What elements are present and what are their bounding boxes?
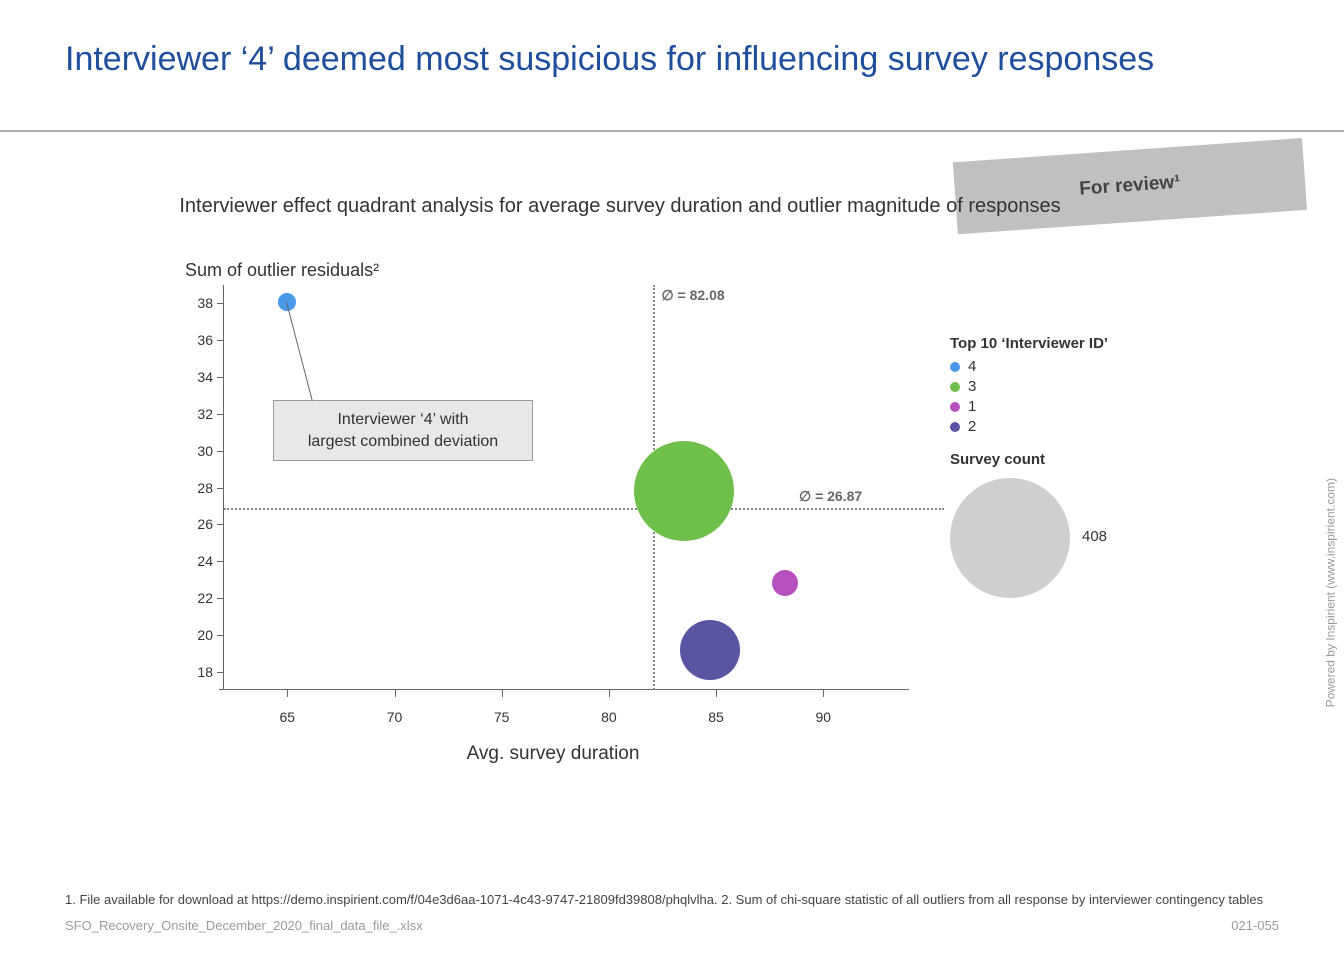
legend: Top 10 ‘Interviewer ID’ 4 3 1 2 Survey coun… — [950, 335, 1170, 598]
legend-item: 4 — [950, 358, 1170, 375]
y-tick — [217, 524, 224, 525]
ref-line-horizontal-label: ∅ = 26.87 — [799, 488, 862, 505]
bubble-interviewer-3 — [634, 441, 734, 541]
x-tick-label: 85 — [708, 709, 724, 725]
y-axis-title: Sum of outlier residuals² — [185, 260, 379, 281]
legend-label: 2 — [968, 418, 976, 435]
legend-label: 3 — [968, 378, 976, 395]
x-axis-line — [219, 689, 909, 690]
y-tick — [217, 672, 224, 673]
y-tick — [217, 377, 224, 378]
y-tick-label: 20 — [181, 627, 213, 643]
legend-dot — [950, 422, 960, 432]
x-tick — [395, 690, 396, 697]
legend-size-title: Survey count — [950, 451, 1170, 468]
chart-title: Interviewer effect quadrant analysis for… — [170, 192, 1070, 220]
ref-line-horizontal — [224, 508, 944, 510]
y-tick — [217, 561, 224, 562]
y-tick — [217, 598, 224, 599]
y-tick-label: 28 — [181, 480, 213, 496]
legend-size-value: 408 — [1082, 528, 1107, 545]
callout-box: Interviewer ‘4’ withlargest combined dev… — [273, 400, 533, 461]
legend-size: Survey count 408 — [950, 451, 1170, 598]
footnote: 1. File available for download at https:… — [65, 891, 1265, 909]
bubble-chart: Avg. survey duration 1820222426283032343… — [183, 285, 923, 705]
y-tick-label: 38 — [181, 295, 213, 311]
source-file: SFO_Recovery_Onsite_December_2020_final_… — [65, 918, 423, 933]
y-tick — [217, 303, 224, 304]
legend-item: 2 — [950, 418, 1170, 435]
callout-leader — [286, 302, 313, 401]
x-tick — [716, 690, 717, 697]
y-tick-label: 26 — [181, 516, 213, 532]
ref-line-vertical-label: ∅ = 82.08 — [661, 287, 724, 304]
review-stamp-label: For review¹ — [1079, 172, 1182, 201]
legend-label: 1 — [968, 398, 976, 415]
title-rule — [0, 130, 1344, 132]
legend-dot — [950, 362, 960, 372]
callout-text-line1: Interviewer ‘4’ with — [286, 409, 520, 431]
x-tick-label: 80 — [601, 709, 617, 725]
y-tick-label: 34 — [181, 369, 213, 385]
legend-item: 1 — [950, 398, 1170, 415]
bubble-interviewer-1 — [772, 570, 798, 596]
x-axis-title: Avg. survey duration — [183, 743, 923, 765]
y-tick-label: 24 — [181, 553, 213, 569]
y-tick — [217, 414, 224, 415]
bubble-interviewer-2 — [680, 620, 740, 680]
legend-label: 4 — [968, 358, 976, 375]
y-tick-label: 32 — [181, 406, 213, 422]
x-tick-label: 75 — [494, 709, 510, 725]
y-tick-label: 18 — [181, 664, 213, 680]
slide-number: 021-055 — [1231, 918, 1279, 933]
x-tick — [502, 690, 503, 697]
y-tick — [217, 340, 224, 341]
legend-size-bubble: 408 — [950, 478, 1070, 598]
y-tick — [217, 451, 224, 452]
x-tick-label: 65 — [280, 709, 296, 725]
legend-title: Top 10 ‘Interviewer ID’ — [950, 335, 1170, 352]
legend-dot — [950, 382, 960, 392]
plot-area: Avg. survey duration 1820222426283032343… — [183, 285, 923, 705]
y-tick — [217, 488, 224, 489]
legend-item: 3 — [950, 378, 1170, 395]
y-tick — [217, 635, 224, 636]
legend-dot — [950, 402, 960, 412]
x-tick — [287, 690, 288, 697]
page-title: Interviewer ‘4’ deemed most suspicious f… — [65, 38, 1165, 81]
x-tick-label: 90 — [815, 709, 831, 725]
callout-text-line2: largest combined deviation — [286, 431, 520, 453]
y-tick-label: 36 — [181, 332, 213, 348]
x-tick-label: 70 — [387, 709, 403, 725]
x-tick — [823, 690, 824, 697]
x-tick — [609, 690, 610, 697]
y-tick-label: 22 — [181, 590, 213, 606]
watermark: Powered by Inspirient (www.inspirient.co… — [1323, 478, 1337, 707]
y-tick-label: 30 — [181, 443, 213, 459]
